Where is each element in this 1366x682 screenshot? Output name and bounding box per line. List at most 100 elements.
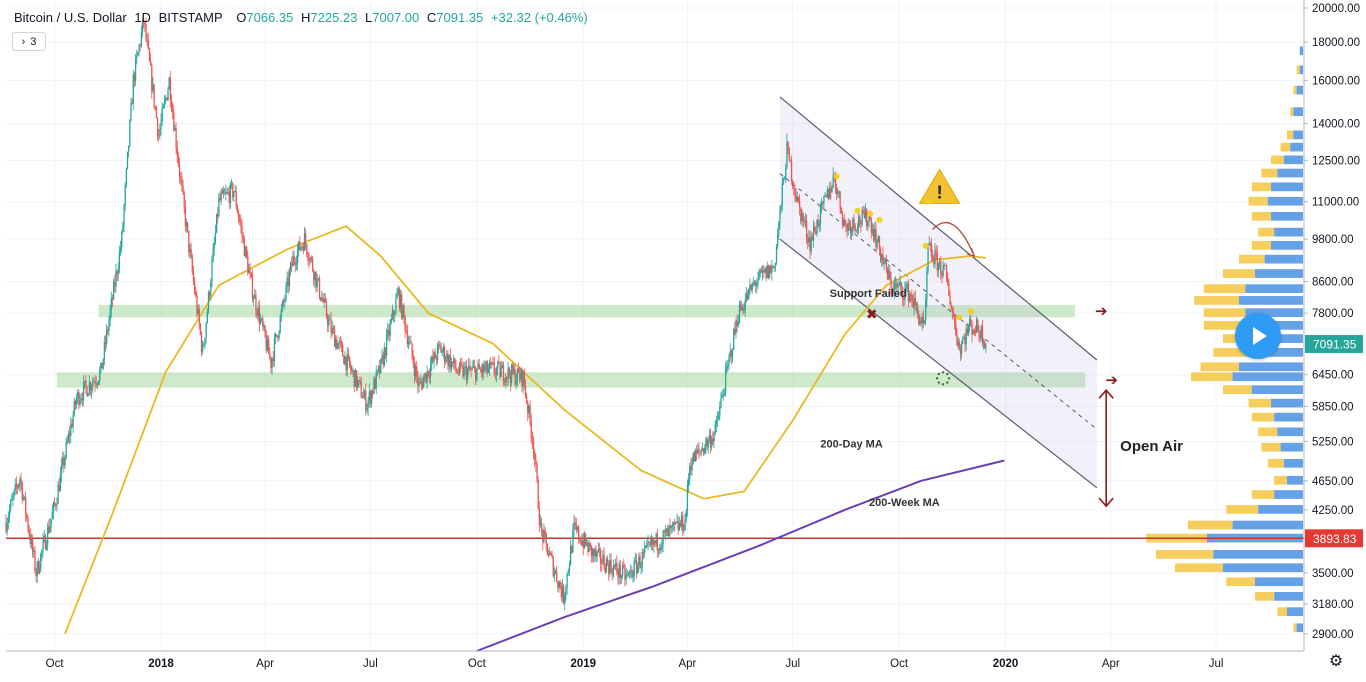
candle-body [289, 262, 292, 272]
candle-body [785, 168, 787, 179]
candle-body [279, 316, 281, 333]
candle-body [447, 353, 449, 367]
candle-body [146, 38, 148, 41]
candle-body [963, 337, 965, 340]
candle-body [460, 362, 462, 365]
gear-icon[interactable]: ⚙ [1328, 653, 1344, 670]
candle-body [958, 341, 960, 349]
symbol-legend: Bitcoin / U.S. Dollar 1D BITSTAMP O7066.… [14, 10, 592, 25]
volume-profile-down-bar [1258, 227, 1275, 237]
candle-body [72, 415, 74, 427]
candle-body [749, 284, 751, 290]
candle-body [431, 356, 433, 365]
volume-profile-down-bar [1223, 385, 1252, 395]
candle-body [139, 45, 141, 47]
candle-body [465, 366, 468, 381]
candle-body [205, 322, 207, 339]
play-button[interactable] [1235, 313, 1281, 359]
volume-profile-up-bar [1213, 549, 1303, 559]
candle-body [244, 247, 247, 257]
candle-body [704, 447, 706, 454]
candle-body [758, 270, 760, 280]
volume-profile-down-bar [1223, 269, 1255, 278]
candle-body [519, 372, 521, 380]
volume-profile-up-bar [1267, 196, 1303, 206]
price-tick-label: 3180.00 [1312, 599, 1354, 611]
candle-body [892, 288, 895, 293]
candle-body [485, 361, 487, 368]
volume-profile-down-bar [1194, 296, 1239, 305]
candle-body [942, 265, 944, 277]
candle-body [859, 216, 861, 224]
candle-body [220, 193, 222, 201]
candle-body [78, 391, 80, 406]
volume-profile-up-bar [1255, 269, 1303, 278]
candle-body [648, 541, 650, 544]
candle-body [823, 196, 825, 204]
price-tick-label: 12500.00 [1312, 155, 1360, 167]
candle-body [677, 520, 679, 530]
candle-body [308, 260, 310, 262]
candle-body [871, 229, 874, 233]
candle-body [837, 192, 839, 195]
candle-body [874, 229, 876, 241]
candle-body [771, 266, 773, 273]
candle-body [381, 355, 383, 359]
candle-body [379, 366, 381, 373]
candle-body [866, 208, 868, 227]
candle-body [561, 585, 564, 597]
candle-body [67, 433, 70, 442]
candle-body [788, 147, 790, 161]
candle-body [336, 339, 338, 349]
candle-body [395, 299, 397, 314]
candle-body [438, 344, 440, 346]
candle-body [605, 559, 608, 573]
candle-body [800, 207, 802, 221]
candle-body [351, 370, 353, 372]
candle-body [405, 331, 407, 333]
price-tick-label: 5250.00 [1312, 436, 1354, 448]
volume-profile-up-bar [1248, 348, 1303, 357]
candle-body [115, 271, 117, 287]
candle-body [581, 540, 583, 545]
volume-profile-up-bar [1245, 284, 1303, 293]
candle-body [478, 363, 480, 369]
volume-profile-down-bar [1280, 142, 1291, 152]
candle-body [863, 212, 866, 219]
collapse-indicators-button[interactable]: › 3 [12, 32, 46, 51]
candle-body [960, 343, 963, 354]
candle-body [587, 542, 589, 553]
candle-body [593, 549, 595, 556]
volume-profile-up-bar [1232, 372, 1303, 382]
candle-body [425, 373, 427, 383]
volume-profile-up-bar [1296, 85, 1303, 95]
candle-body [255, 294, 257, 312]
candle-body [645, 546, 647, 549]
candle-body [685, 510, 687, 520]
candle-body [392, 310, 395, 316]
volume-profile-down-bar [1226, 577, 1255, 587]
candle-body [493, 362, 495, 373]
candle-body [197, 308, 199, 314]
spinner-dot [946, 372, 949, 376]
candle-body [815, 231, 817, 234]
candle-body [482, 364, 484, 374]
candle-body [419, 381, 421, 384]
candle-body [780, 204, 782, 209]
candle-body [133, 74, 136, 82]
price-tick-label: 3500.00 [1312, 568, 1354, 580]
candle-body [807, 237, 809, 243]
candle-body [414, 366, 417, 377]
candle-body [884, 259, 886, 262]
candle-body [891, 288, 893, 291]
volume-profile-down-bar [1258, 427, 1278, 437]
candle-body [549, 552, 551, 556]
candle-body [649, 543, 652, 545]
candle-body [804, 220, 807, 223]
candle-body [742, 306, 744, 311]
candle-body [497, 362, 499, 369]
candle-body [534, 452, 536, 461]
candle-body [22, 497, 25, 500]
